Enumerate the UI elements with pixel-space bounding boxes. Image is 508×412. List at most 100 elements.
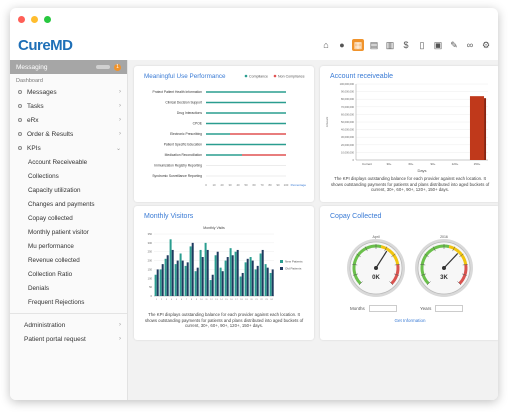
user-icon[interactable]: ● <box>339 40 345 50</box>
sidebar-item-label: KPIs <box>27 144 41 152</box>
kpi-item-monthly-patient-visitor[interactable]: Monthly patient visitor <box>28 228 89 236</box>
monthly-visitors-card: Monthly Visitors Monthly Visits 0 50 100 150… <box>134 206 314 340</box>
gear-icon[interactable]: ⚙ <box>481 39 491 50</box>
film-icon[interactable]: ▣ <box>433 39 443 50</box>
sidebar-item-kpis[interactable]: KPIs ⌄ <box>10 141 127 155</box>
chevron-icon: › <box>119 89 121 95</box>
dollar-icon[interactable]: $ <box>403 40 409 50</box>
sidebar-item-messages[interactable]: Messages › <box>10 85 127 99</box>
close-window-dot[interactable] <box>18 15 25 23</box>
years-select[interactable] <box>435 305 464 312</box>
mv-y-tick: 150 <box>148 267 153 271</box>
mu-category-label: Drug Interactions <box>177 111 202 115</box>
kpi-item-capacity-utilization[interactable]: Capacity utilization <box>28 186 81 194</box>
clipboard-icon[interactable]: ▤ <box>369 39 379 50</box>
gauge-top-label: 2016 <box>440 235 448 239</box>
mu-x-tick: 0 <box>205 183 207 187</box>
ar-y-tick: 80,000,000 <box>341 97 355 101</box>
years-label: Years <box>420 306 432 311</box>
bullet-icon <box>18 118 22 122</box>
account-receivable-chart: 100,000,000 90,000,000 80,000,000 70,000,00… <box>325 82 488 173</box>
calendar-icon[interactable]: ▥ <box>385 39 395 50</box>
bullet-icon <box>18 132 22 136</box>
home-icon[interactable]: ⌂ <box>323 40 329 50</box>
kpi-item-frequent-rejections[interactable]: Frequent Rejections <box>28 298 85 306</box>
mv-y-tick: 0 <box>151 294 153 298</box>
ar-caption: The KPI displays outstanding balance for… <box>330 176 490 192</box>
mv-bar <box>236 249 239 296</box>
sidebar-header[interactable]: Messaging 1 <box>10 60 127 74</box>
maximize-window-dot[interactable] <box>44 15 51 23</box>
ar-card-title: Account receiveable <box>330 73 394 80</box>
bullet-icon <box>18 90 22 94</box>
get-information-button[interactable]: Get Information <box>394 318 426 323</box>
mv-x-tick: 21 <box>255 299 258 301</box>
mv-bar <box>196 267 199 296</box>
mv-bar <box>229 248 232 296</box>
kpi-item-denials[interactable]: Denials <box>28 284 49 292</box>
sidebar-section-title: Dashboard <box>16 78 43 84</box>
minimize-window-dot[interactable] <box>31 15 38 23</box>
copay-card-title: Copay Collected <box>330 213 382 220</box>
gauge-needle <box>443 253 459 269</box>
gauge-tick <box>424 253 429 258</box>
kpi-item-collection-ratio[interactable]: Collection Ratio <box>28 270 73 278</box>
gauge-value: 0K <box>372 275 380 281</box>
sidebar: Messaging 1 Dashboard Messages › Tasks › eRx… <box>10 60 128 400</box>
chevron-icon: › <box>119 103 121 109</box>
mv-x-tick: 23 <box>265 299 268 301</box>
mv-x-tick: 12 <box>210 299 213 301</box>
gauge-top-label: April <box>372 235 379 239</box>
mv-legend-swatch <box>280 260 283 263</box>
ar-y-tick: 70,000,000 <box>341 105 355 109</box>
ar-bar-side <box>484 98 487 160</box>
gauge-tick <box>459 253 464 258</box>
ar-bar <box>469 96 485 160</box>
kpi-item-collections[interactable]: Collections <box>28 172 59 180</box>
months-select[interactable] <box>368 305 397 312</box>
mv-x-tick: 22 <box>260 299 263 301</box>
sidebar-toggle[interactable] <box>96 65 110 69</box>
gauge-hub <box>374 266 378 270</box>
ar-x-tick: 150+ <box>474 162 481 166</box>
mv-bar <box>204 242 207 296</box>
mu-category-label: Patient Specific Education <box>164 143 202 147</box>
mu-x-tick: 10 <box>212 183 216 187</box>
gauge-tick <box>356 253 361 258</box>
mu-category-label: Protect Patient Health Information <box>153 90 203 94</box>
mu-x-tick: 30 <box>228 183 232 187</box>
mu-performance-chart: Compliance Non Compliance Protect Patient … <box>152 75 306 188</box>
ar-y-tick: 100,000,000 <box>340 82 355 86</box>
mv-bar <box>234 251 237 296</box>
ar-x-tick: 90+ <box>430 162 435 166</box>
sidebar-item-administration[interactable]: Administration › <box>10 318 127 332</box>
mv-x-tick: 18 <box>240 299 243 301</box>
gauge-tick <box>452 246 456 252</box>
mv-bar <box>241 272 244 296</box>
sidebar-item-tasks[interactable]: Tasks › <box>10 99 127 113</box>
mv-bar <box>209 280 212 296</box>
dashboard-icon[interactable]: ▦ <box>352 39 364 51</box>
gauge-tick <box>384 246 388 252</box>
legend-noncompliance: Non Compliance <box>278 75 305 79</box>
sidebar-item-patient-portal-request[interactable]: Patient portal request › <box>10 332 127 346</box>
sidebar-item-order-results[interactable]: Order & Results › <box>10 127 127 141</box>
mu-category-label: Clinical Decision Support <box>165 101 202 105</box>
document-icon[interactable]: ▯ <box>419 39 425 50</box>
ar-y-tick: 40,000,000 <box>341 128 355 132</box>
pen-icon[interactable]: ✎ <box>450 39 458 50</box>
mv-bar <box>191 242 194 296</box>
notification-badge: 1 <box>114 63 121 71</box>
sidebar-item-erx[interactable]: eRx › <box>10 113 127 127</box>
kpi-item-account-receiveable[interactable]: Account Receiveable <box>28 158 88 166</box>
kpi-item-revenue-collected[interactable]: Revenue collected <box>28 256 80 264</box>
kpi-item-copay-collected[interactable]: Copay collected <box>28 214 73 222</box>
link-icon[interactable]: ∞ <box>466 40 474 50</box>
mv-legend-label: New Patients <box>285 260 303 264</box>
ar-y-tick: 50,000,000 <box>341 120 355 124</box>
gauge-tick <box>364 246 368 252</box>
kpi-item-changes-and-payments[interactable]: Changes and payments <box>28 200 95 208</box>
kpi-item-mu-performance[interactable]: Mu performance <box>28 242 74 250</box>
mv-bar <box>194 271 197 296</box>
